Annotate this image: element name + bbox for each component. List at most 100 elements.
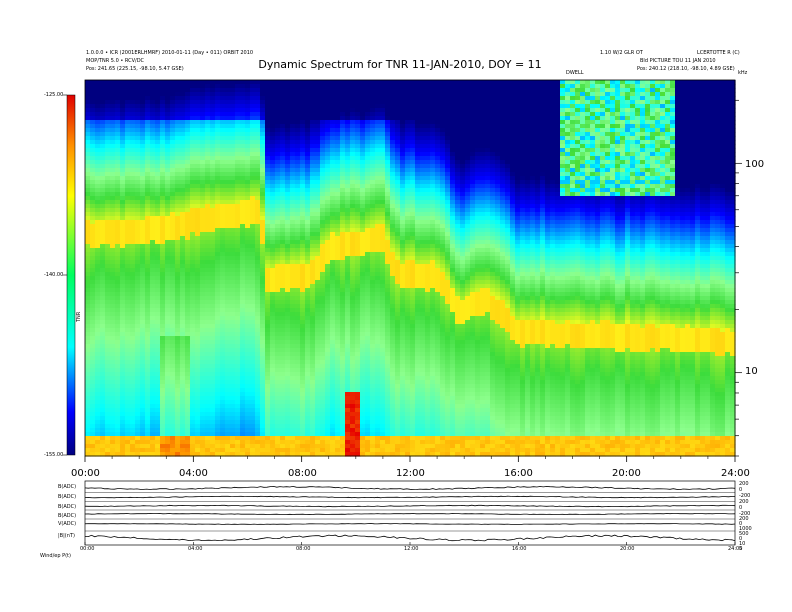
- spectrogram-cell: [145, 300, 151, 305]
- spectrogram-cell: [145, 120, 151, 125]
- spectrogram-cell: [95, 216, 101, 221]
- spectrogram-cell: [90, 352, 96, 357]
- spectrogram-cell: [285, 336, 291, 341]
- spectrogram-cell: [150, 140, 156, 145]
- spectrogram-cell: [300, 236, 306, 241]
- spectrogram-cell: [95, 364, 101, 369]
- spectrogram-cell: [300, 100, 306, 105]
- spectrogram-cell: [110, 380, 116, 385]
- spectrogram-cell: [330, 156, 336, 161]
- spectrogram-cell: [290, 228, 296, 233]
- spectrogram-cell: [200, 352, 206, 357]
- spectrogram-cell: [110, 336, 116, 341]
- spectrogram-cell: [130, 448, 136, 453]
- spectrogram-cell: [205, 212, 211, 217]
- spectrogram-cell: [260, 328, 266, 333]
- spectrogram-cell: [335, 156, 341, 161]
- spectrogram-cell: [335, 408, 341, 413]
- spectrogram-cell: [110, 280, 116, 285]
- spectrogram-cell: [110, 172, 116, 177]
- spectrogram-cell: [245, 240, 251, 245]
- spectrogram-cell: [225, 208, 231, 213]
- spectrogram-cell: [330, 240, 336, 245]
- spectrogram-cell: [85, 376, 91, 381]
- spectrogram-cell: [185, 136, 191, 141]
- spectrogram-cell: [250, 396, 256, 401]
- spectrogram-cell: [120, 356, 126, 361]
- spectrogram-cell: [165, 208, 171, 213]
- spectrogram-cell: [160, 436, 166, 441]
- spectrogram-cell: [110, 128, 116, 133]
- spectrogram-cell: [135, 360, 141, 365]
- spectrogram-cell: [285, 296, 291, 301]
- spectrogram-cell: [340, 220, 346, 225]
- spectrogram-cell: [175, 444, 181, 449]
- spectrogram-cell: [190, 132, 196, 137]
- spectrogram-cell: [215, 252, 221, 257]
- spectrogram-cell: [225, 156, 231, 161]
- spectrogram-cell: [130, 340, 136, 345]
- spectrogram-cell: [135, 168, 141, 173]
- spectrogram-cell: [225, 84, 231, 89]
- spectrogram-cell: [335, 248, 341, 253]
- spectrogram-cell: [190, 120, 196, 125]
- spectrogram-cell: [135, 260, 141, 265]
- spectrogram-cell: [110, 316, 116, 321]
- spectrogram-cell: [145, 240, 151, 245]
- spectrogram-cell: [225, 168, 231, 173]
- spectrogram-cell: [300, 92, 306, 97]
- spectrogram-cell: [175, 156, 181, 161]
- spectrogram-cell: [145, 272, 151, 277]
- spectrogram-cell: [200, 416, 206, 421]
- spectrogram-cell: [125, 96, 131, 101]
- spectrogram-cell: [140, 424, 146, 429]
- spectrogram-cell: [345, 128, 351, 133]
- spectrogram-cell: [340, 380, 346, 385]
- spectrogram-cell: [240, 340, 246, 345]
- spectrogram-cell: [170, 216, 176, 221]
- spectrogram-cell: [240, 400, 246, 405]
- spectrogram-cell: [310, 184, 316, 189]
- spectrogram-cell: [105, 376, 111, 381]
- spectrogram-cell: [215, 208, 221, 213]
- spectrogram-cell: [105, 296, 111, 301]
- spectrogram-cell: [100, 148, 106, 153]
- spectrogram-cell: [310, 256, 316, 261]
- spectrogram-cell: [205, 232, 211, 237]
- spectrogram-cell: [150, 160, 156, 165]
- spectrogram-cell: [115, 184, 121, 189]
- spectrogram-cell: [215, 108, 221, 113]
- spectrogram-cell: [130, 276, 136, 281]
- spectrogram-cell: [325, 308, 331, 313]
- spectrogram-cell: [255, 380, 261, 385]
- spectrogram-cell: [95, 196, 101, 201]
- spectrogram-cell: [95, 124, 101, 129]
- spectrogram-cell: [115, 364, 121, 369]
- spectrogram-cell: [205, 364, 211, 369]
- spectrogram-cell: [220, 332, 226, 337]
- spectrogram-cell: [170, 428, 176, 433]
- spectrogram-cell: [95, 156, 101, 161]
- spectrogram-cell: [210, 184, 216, 189]
- spectrogram-cell: [225, 252, 231, 257]
- spectrogram-cell: [100, 268, 106, 273]
- spectrogram-cell: [100, 432, 106, 437]
- spectrogram-cell: [210, 316, 216, 321]
- spectrogram-cell: [260, 208, 266, 213]
- spectrogram-cell: [140, 120, 146, 125]
- spectrogram-cell: [250, 292, 256, 297]
- spectrogram-cell: [300, 308, 306, 313]
- spectrogram-cell: [315, 256, 321, 261]
- spectrogram-cell: [235, 320, 241, 325]
- spectrogram-cell: [220, 120, 226, 125]
- spectrogram-cell: [305, 412, 311, 417]
- spectrogram-cell: [230, 308, 236, 313]
- spectrogram-cell: [310, 280, 316, 285]
- spectrogram-cell: [275, 352, 281, 357]
- spectrogram-cell: [110, 272, 116, 277]
- spectrogram-cell: [310, 244, 316, 249]
- spectrogram-cell: [175, 192, 181, 197]
- spectrogram-cell: [220, 344, 226, 349]
- spectrogram-cell: [265, 184, 271, 189]
- spectrogram-cell: [225, 260, 231, 265]
